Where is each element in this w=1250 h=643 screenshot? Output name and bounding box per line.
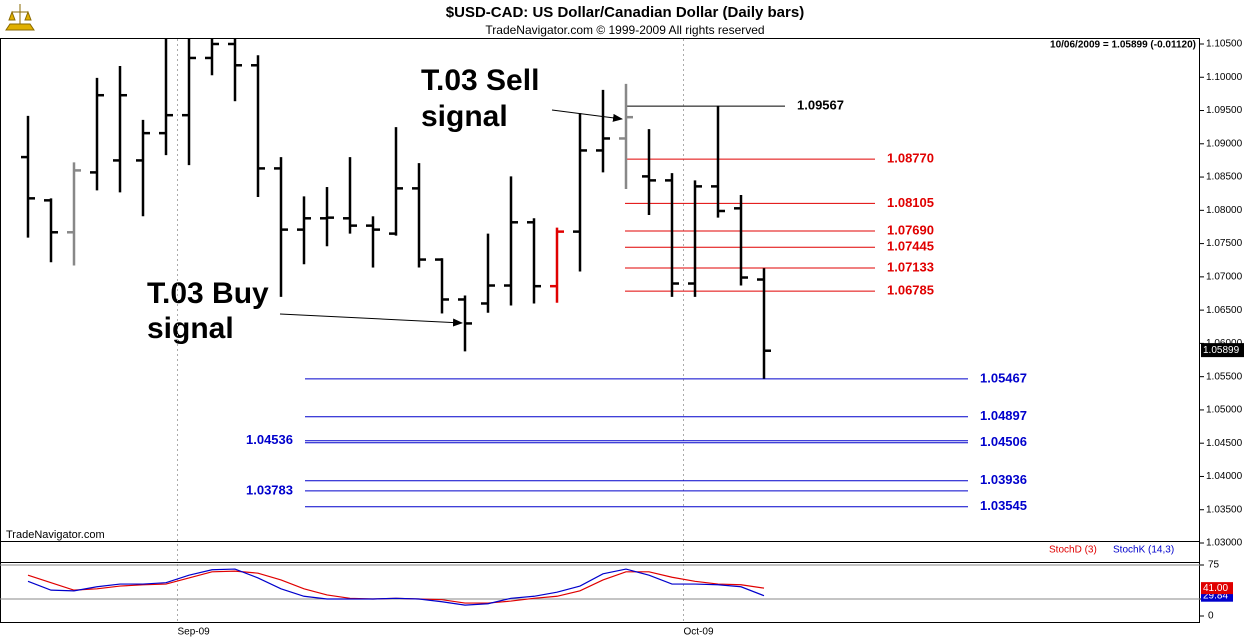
y-tick-label: 1.10500 [1206,39,1243,50]
ohlc-bar [550,227,564,303]
ohlc-bar [90,77,104,191]
level-label: 1.05467 [980,370,1027,385]
ohlc-bar [205,38,219,76]
level-label: 1.03783 [246,482,293,497]
level-label: 1.03936 [980,472,1027,487]
ohlc-bar [435,258,449,314]
level-label: 1.06785 [887,283,934,298]
ohlc-bar [228,38,242,102]
annotation-text: T.03 Buy [147,277,269,310]
ohlc-bar [113,65,127,193]
level-label: 1.07445 [887,239,934,254]
annotation: T.03 Sell signal [421,64,623,133]
y-tick-label: 1.05000 [1206,405,1243,416]
ohlc-bar [711,105,725,218]
ohlc-bar [159,38,173,156]
ohlc-bar [182,38,196,166]
price-info: 10/06/2009 = 1.05899 (-0.01120) [1050,40,1196,51]
last-price-label: 1.05899 [1203,345,1240,356]
y-tick-label: 75 [1208,560,1220,571]
annotation-text: T.03 Sell [421,64,539,97]
ohlc-bar [642,129,656,215]
annotation-text: signal [147,312,234,345]
y-tick-label: 0 [1208,611,1214,622]
level-label: 1.09567 [797,98,844,113]
y-tick-label: 1.08000 [1206,205,1243,216]
level-label: 1.04536 [246,432,293,447]
ohlc-bar [596,89,610,173]
x-tick-label: Sep-09 [178,627,211,638]
level-label: 1.04897 [980,408,1027,423]
ohlc-bar [412,163,426,268]
ohlc-bar [619,83,633,190]
legend-entry: StochK (14,3) [1113,545,1174,556]
ohlc-bar [366,216,380,268]
last-value-label: 29.84 [1203,590,1228,601]
ohlc-bar [44,198,58,263]
ohlc-bar [688,180,702,297]
plot-frame [0,38,1200,623]
ohlc-bar [389,127,403,236]
ohlc-bar [21,115,35,238]
last-value-label: 41.00 [1203,583,1228,594]
ohlc-bar [757,268,771,379]
y-tick-label: 1.10000 [1206,72,1243,83]
y-tick-label: 1.07500 [1206,238,1243,249]
last-price-box [1201,343,1244,358]
y-tick-label: 1.09000 [1206,138,1243,149]
y-tick-label: 1.04500 [1206,438,1243,449]
y-tick-label: 1.03500 [1206,504,1243,515]
annotation-arrow [551,109,623,122]
legend-entry: StochD (3) [1049,545,1097,556]
ohlc-bar [320,187,334,247]
y-tick-label: 1.07000 [1206,271,1243,282]
y-tick-label: 1.06500 [1206,305,1243,316]
chart-title: $USD-CAD: US Dollar/Canadian Dollar (Dai… [446,4,804,21]
ohlc-bar [527,218,541,304]
chart-subtitle: TradeNavigator.com © 1999-2009 All right… [485,23,764,37]
y-tick-label: 1.05500 [1206,371,1243,382]
ohlc-bar [665,173,679,297]
ohlc-bar [136,119,150,217]
level-label: 1.04506 [980,434,1027,449]
watermark: TradeNavigator.com [6,529,105,541]
ohlc-bar [274,157,288,297]
ohlc-bar [67,162,81,266]
ohlc-bar [504,176,518,306]
level-label: 1.07690 [887,222,934,237]
level-label: 1.07133 [887,259,934,274]
ohlc-bar [297,196,311,265]
ohlc-bar [734,195,748,286]
ohlc-bar [251,55,265,198]
ohlc-bar [481,233,495,313]
x-tick-label: Oct-09 [684,627,714,638]
logo [5,4,35,31]
level-label: 1.03545 [980,498,1027,513]
level-label: 1.08105 [887,195,934,210]
y-tick-label: 1.03000 [1206,538,1243,549]
stoch-line [27,568,765,606]
ohlc-bar [458,295,472,352]
last-value-box [1201,582,1233,595]
y-tick-label: 1.04000 [1206,471,1243,482]
level-label: 1.08770 [887,151,934,166]
annotation: T.03 Buy signal [147,277,463,345]
ohlc-bar [573,113,587,272]
y-tick-label: 1.09500 [1206,105,1243,116]
ohlc-bar [343,157,357,234]
annotation-arrow [279,313,463,327]
y-tick-label: 1.08500 [1206,172,1243,183]
annotation-text: signal [421,100,508,133]
